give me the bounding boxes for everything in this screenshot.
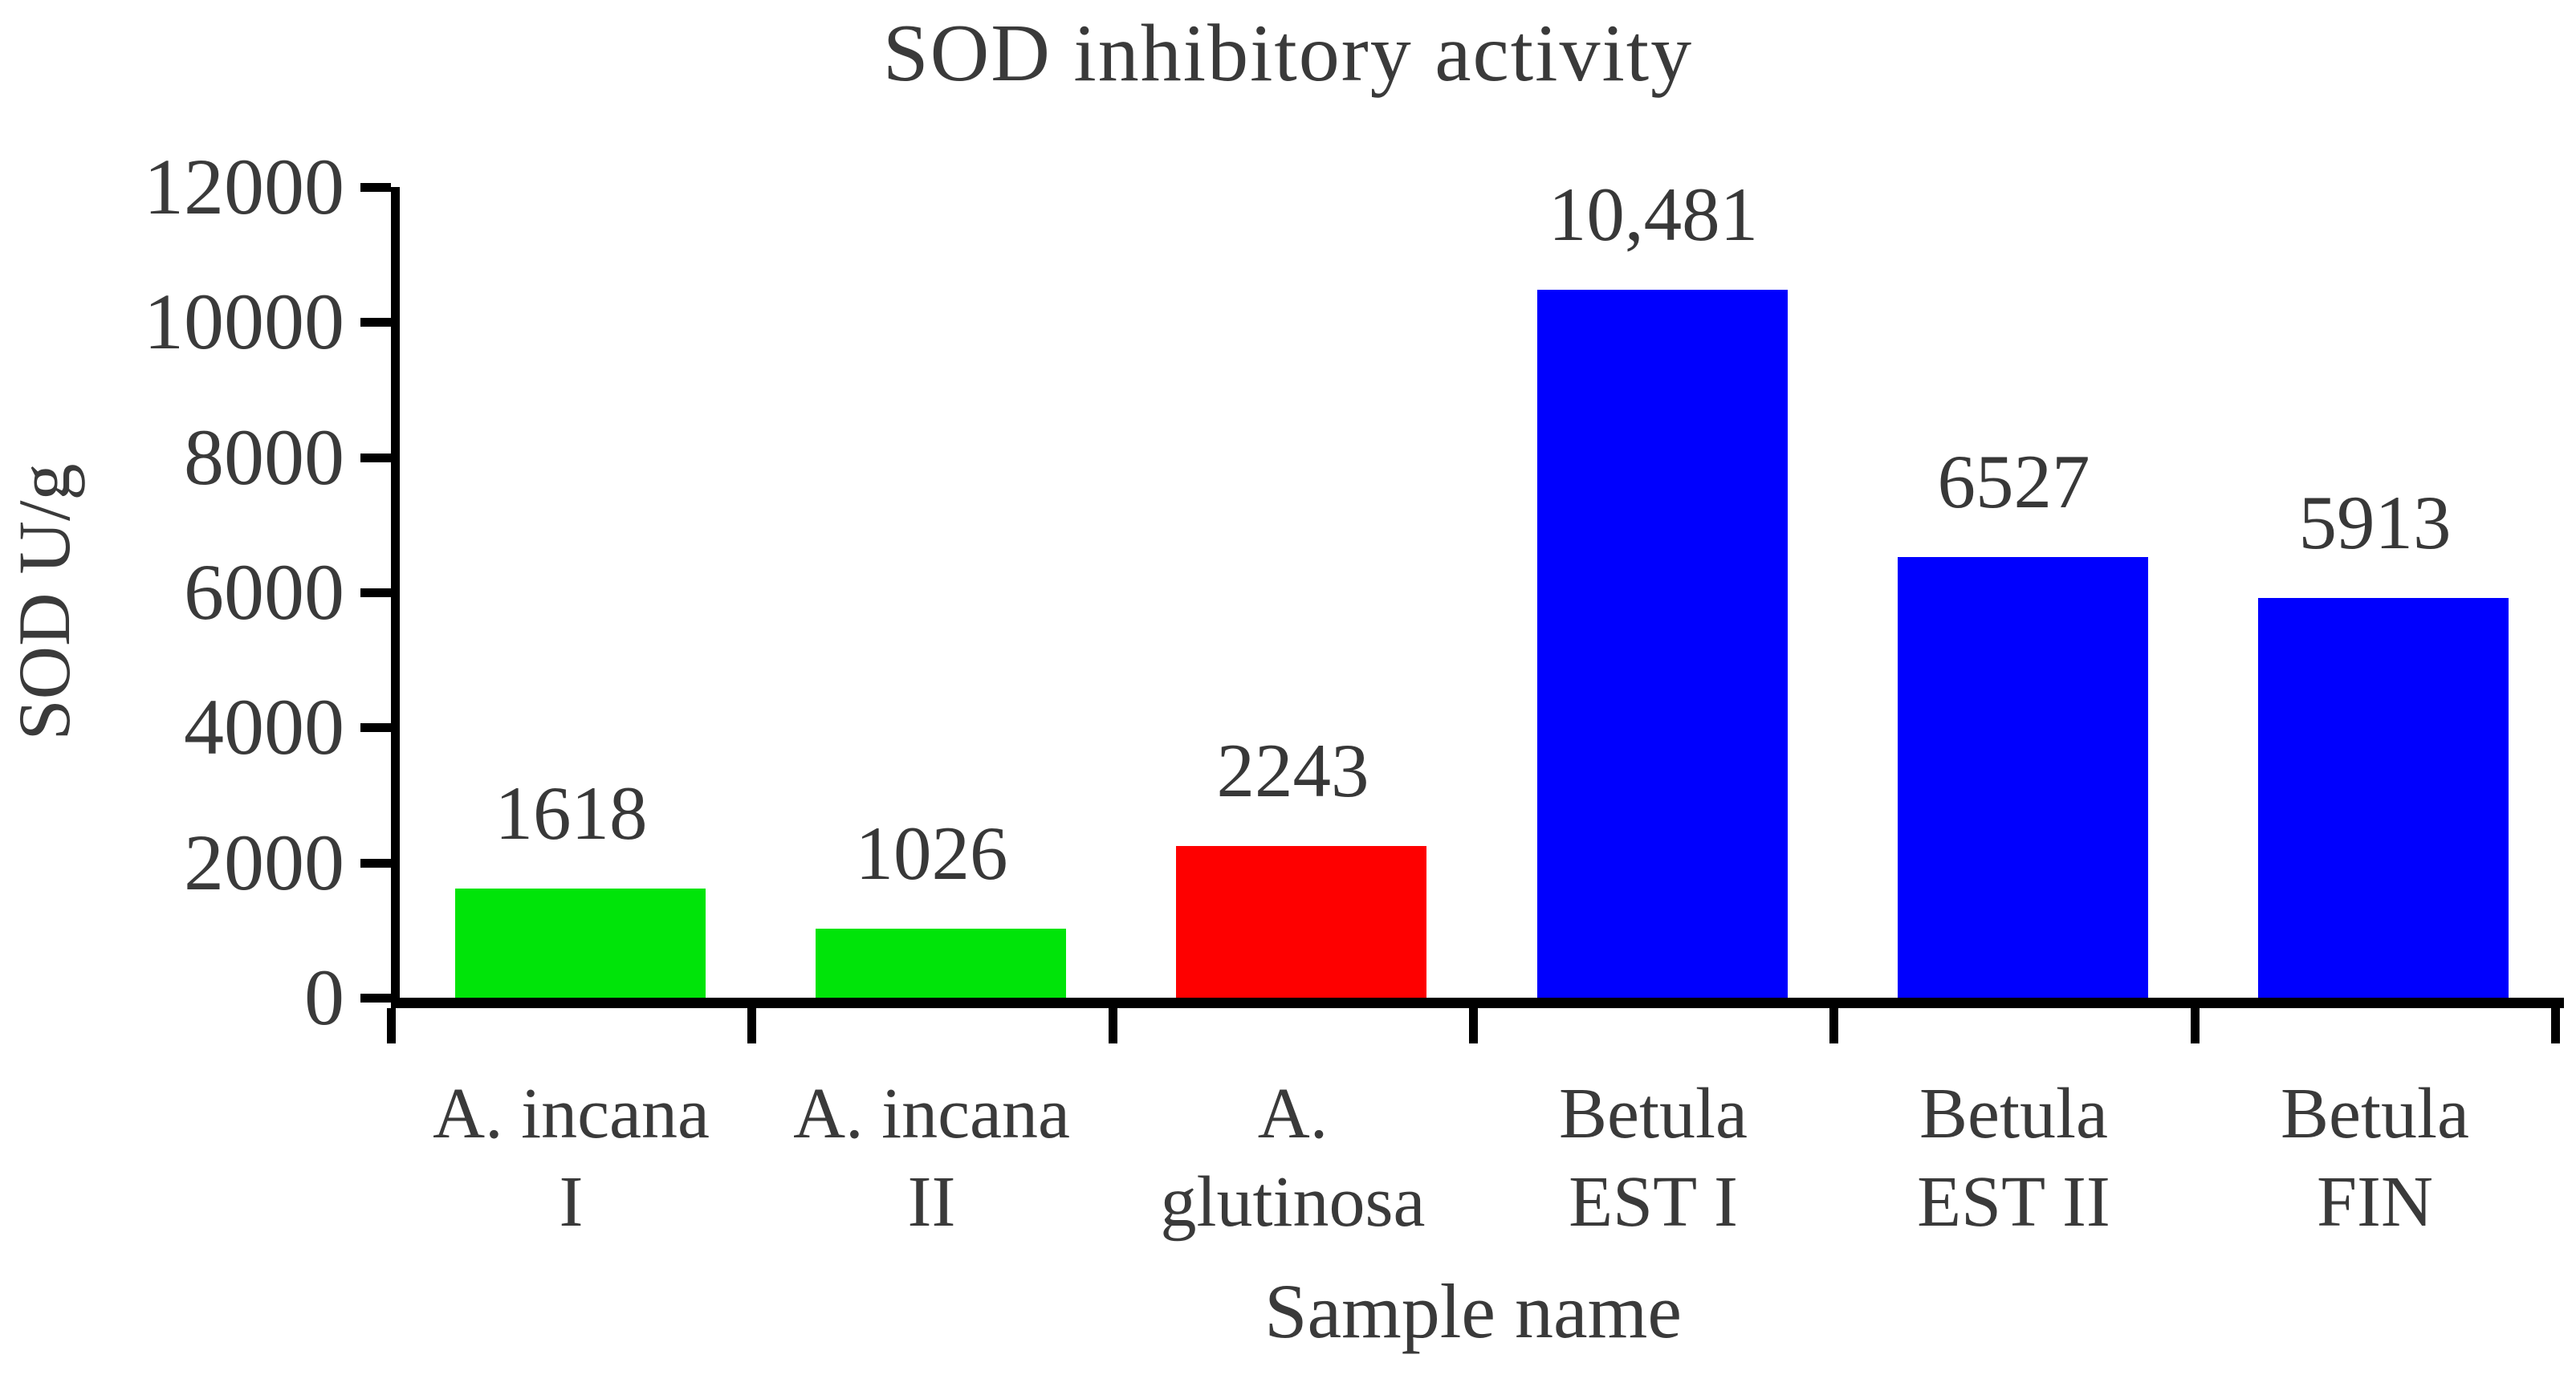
- category-label: Betula EST I: [1559, 1074, 1748, 1242]
- y-axis-tick: [360, 858, 391, 868]
- bar-value-label: 5913: [2298, 480, 2452, 565]
- x-axis-tick: [2551, 1008, 2560, 1043]
- bar: [1537, 290, 1788, 998]
- y-tick-label: 10000: [144, 277, 344, 367]
- y-axis-tick: [360, 453, 391, 462]
- bar: [455, 889, 706, 998]
- category-label: A. glutinosa: [1160, 1074, 1426, 1242]
- y-axis-tick: [360, 183, 391, 192]
- x-axis-tick: [387, 1008, 396, 1043]
- y-tick-label: 0: [304, 953, 344, 1042]
- chart-title: SOD inhibitory activity: [882, 8, 1694, 99]
- x-axis-tick: [1829, 1008, 1839, 1043]
- bar: [1898, 557, 2148, 998]
- y-axis-tick: [360, 318, 391, 327]
- bar-value-label: 10,481: [1548, 172, 1759, 257]
- y-axis-tick: [360, 588, 391, 597]
- bar: [1176, 846, 1426, 998]
- y-tick-label: 6000: [184, 547, 344, 637]
- y-tick-label: 12000: [144, 142, 344, 231]
- x-axis-title: Sample name: [1264, 1268, 1682, 1354]
- bar: [2258, 598, 2509, 998]
- y-tick-label: 2000: [184, 817, 344, 907]
- category-label: Betula FIN: [2281, 1074, 2469, 1242]
- y-tick-label: 8000: [184, 412, 344, 502]
- x-axis-tick: [2190, 1008, 2200, 1043]
- x-axis-tick: [1108, 1008, 1117, 1043]
- bar-value-label: 1618: [494, 771, 648, 856]
- category-label: Betula EST II: [1917, 1074, 2110, 1242]
- plot-area: [391, 187, 2564, 1008]
- x-axis-tick: [747, 1008, 757, 1043]
- bar-value-label: 1026: [855, 811, 1008, 896]
- bar: [816, 929, 1066, 998]
- x-axis-tick: [1469, 1008, 1478, 1043]
- y-tick-label: 4000: [184, 682, 344, 772]
- category-label: A. incana I: [433, 1074, 710, 1242]
- category-label: A. incana II: [793, 1074, 1070, 1242]
- bar-value-label: 2243: [1216, 728, 1369, 813]
- bar-value-label: 6527: [1937, 439, 2090, 524]
- y-axis-tick: [360, 723, 391, 733]
- y-axis-tick: [360, 994, 391, 1003]
